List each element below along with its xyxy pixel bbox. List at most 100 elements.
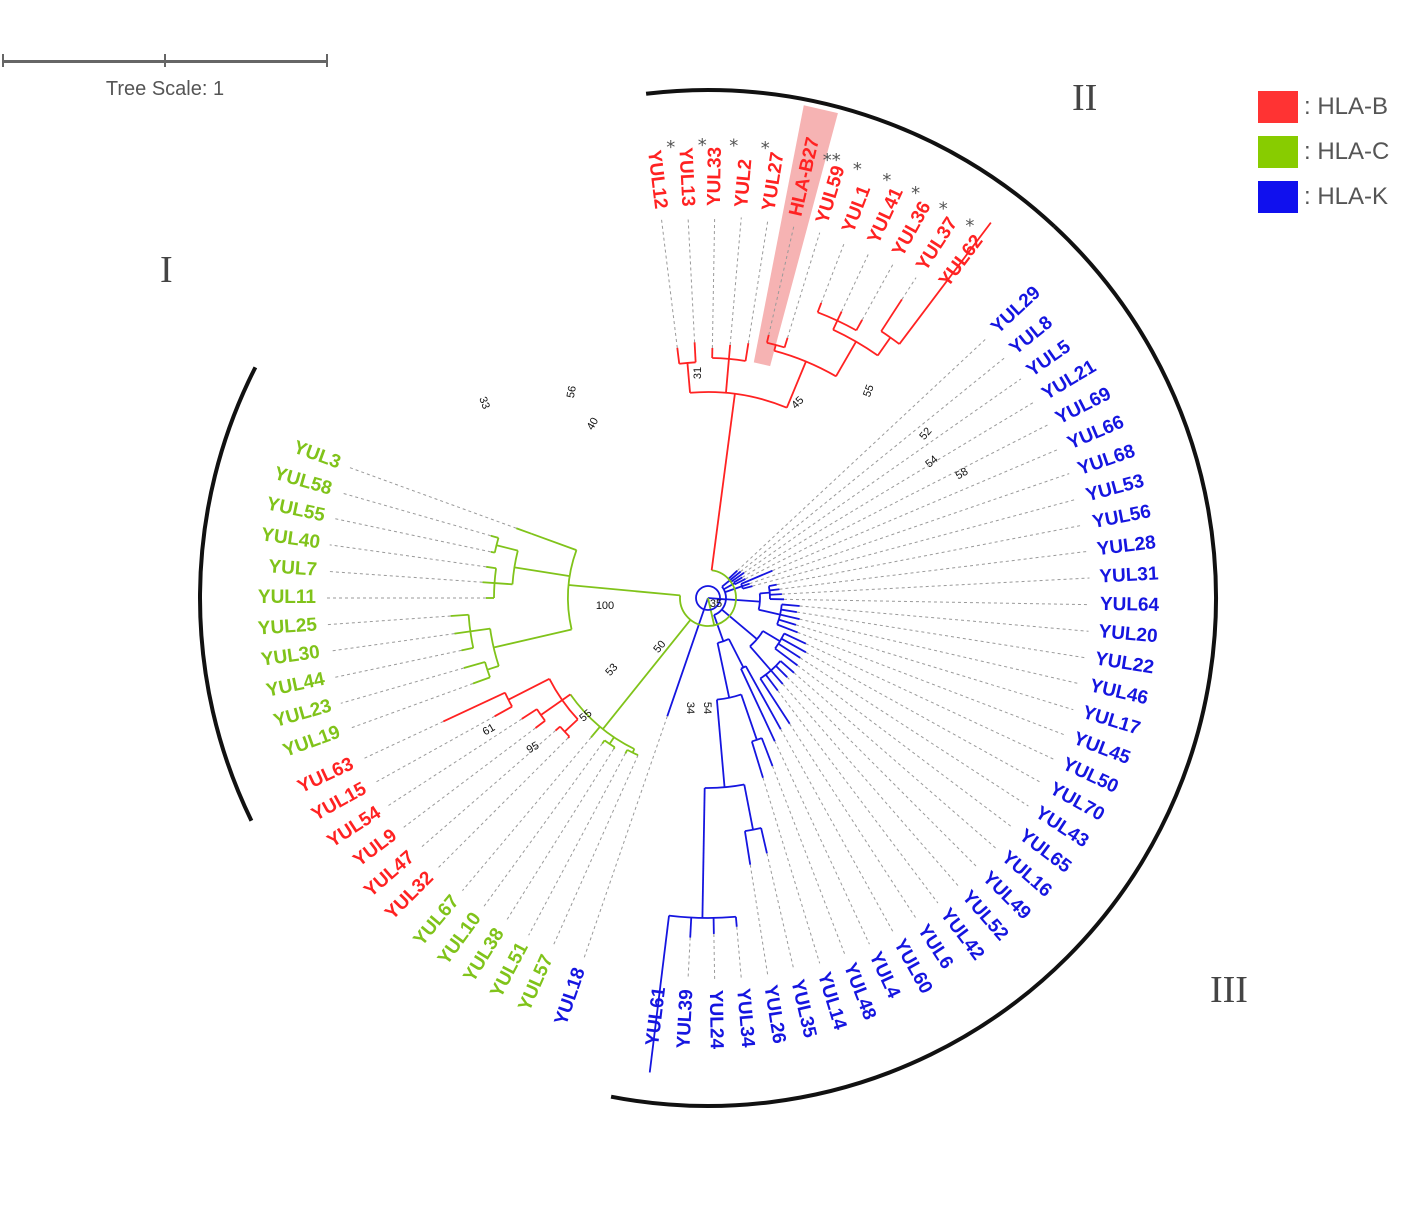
guide-line [552, 754, 639, 948]
guide-line [742, 400, 1036, 578]
branch-segment-45 [759, 678, 791, 725]
guide-line [729, 217, 742, 346]
branch-arc-100 [567, 549, 578, 630]
branch-segment-69 [648, 915, 670, 1073]
branch-segment-146 [816, 302, 823, 313]
leaf-label-yul44: YUL44 [264, 669, 327, 702]
branch-arc-25 [776, 604, 783, 625]
clade-arc-ii [645, 88, 1056, 228]
branch-segment-63 [744, 830, 752, 865]
branch-segment-79 [608, 736, 615, 745]
branch-segment-127 [686, 362, 691, 393]
branch-segment-105 [472, 676, 491, 685]
guide-line [340, 492, 491, 537]
branch-arc-74 [569, 693, 635, 750]
branch-segment-123 [531, 532, 577, 551]
branch-arc-132 [712, 357, 746, 362]
leaf-label-yul30: YUL30 [260, 642, 321, 671]
root-node [695, 585, 721, 611]
tree-branches [442, 222, 992, 1073]
branch-segment-119 [496, 544, 519, 552]
branch-segment-0 [707, 597, 727, 601]
branch-segment-111 [450, 613, 469, 617]
guide-line [776, 524, 1084, 586]
guide-line [749, 864, 769, 976]
leaf-label-yul25: YUL25 [257, 614, 318, 639]
branch-arc-145 [817, 311, 857, 332]
branch-segment-58 [715, 699, 726, 788]
guide-line [768, 225, 795, 336]
clade-arcs [198, 88, 1218, 1108]
branch-segment-10 [734, 578, 746, 586]
guide-line [841, 251, 870, 312]
guide-line [795, 624, 1074, 711]
branch-segment-20 [768, 583, 777, 588]
guide-line [787, 232, 821, 339]
branch-segment-29 [778, 618, 797, 626]
branch-segment-83 [591, 726, 601, 737]
significance-star: * [939, 198, 948, 219]
branch-segment-37 [777, 642, 801, 659]
branch-segment-56 [760, 737, 774, 767]
branch-segment-9 [733, 576, 743, 584]
guide-line [713, 933, 716, 980]
branch-segment-82 [601, 739, 606, 745]
branch-segment-27 [780, 608, 798, 613]
branch-segment-87 [564, 718, 579, 733]
branch-segment-101 [493, 628, 572, 649]
support-value: 50 [651, 638, 668, 655]
branch-segment-28 [779, 613, 800, 621]
leaf-guide-lines [326, 216, 1090, 1073]
guide-line [747, 220, 769, 344]
guide-line [326, 570, 483, 583]
branch-segment-110 [454, 630, 471, 635]
guide-line [329, 544, 487, 568]
branch-segment-41 [779, 660, 795, 674]
branch-segment-117 [482, 581, 495, 584]
branch-segment-50 [745, 665, 782, 730]
clade-label-iii: III [1210, 969, 1248, 1011]
guide-line [777, 690, 939, 904]
guide-line [805, 651, 1043, 784]
branch-segment-46 [713, 614, 725, 642]
support-value: 40 [585, 416, 602, 433]
branch-arc-150 [880, 330, 900, 345]
branch-segment-60 [743, 784, 754, 830]
clade-label-ii: II [1072, 77, 1097, 119]
guide-line [749, 473, 1070, 585]
branch-segment-97 [494, 705, 513, 718]
branch-segment-84 [590, 735, 593, 738]
clade-roman-labels: I II III [160, 77, 1248, 1011]
support-value: 56 [565, 385, 579, 399]
guide-line [766, 853, 795, 971]
branch-segment-131 [725, 358, 730, 393]
branch-arc-108 [467, 614, 475, 649]
branch-segment-142 [835, 341, 857, 377]
branch-arc-126 [689, 391, 788, 409]
branch-arc-17 [757, 593, 761, 610]
clade-arc-i [198, 366, 258, 822]
branch-arc-80 [604, 739, 616, 749]
guide-line [782, 683, 959, 887]
branch-segment-138 [773, 344, 777, 351]
branch-segment-38 [774, 647, 798, 667]
guide-line [462, 737, 592, 891]
branch-segment-151 [880, 298, 903, 332]
guide-line [419, 730, 556, 849]
hla-b27-highlight-band [753, 105, 838, 367]
branch-segment-85 [561, 693, 571, 701]
guide-line [687, 216, 696, 343]
support-value: 54 [701, 702, 713, 714]
leaf-label-yul31: YUL31 [1099, 563, 1160, 587]
guide-line [780, 728, 894, 933]
branch-segment-15 [742, 585, 753, 590]
branch-segment-90 [554, 725, 561, 732]
branch-segment-54 [740, 694, 758, 741]
guide-line [326, 615, 451, 626]
branch-arc-102 [489, 628, 500, 667]
branch-segment-149 [877, 336, 892, 357]
branch-segment-36 [781, 637, 807, 654]
branch-segment-78 [624, 749, 629, 754]
